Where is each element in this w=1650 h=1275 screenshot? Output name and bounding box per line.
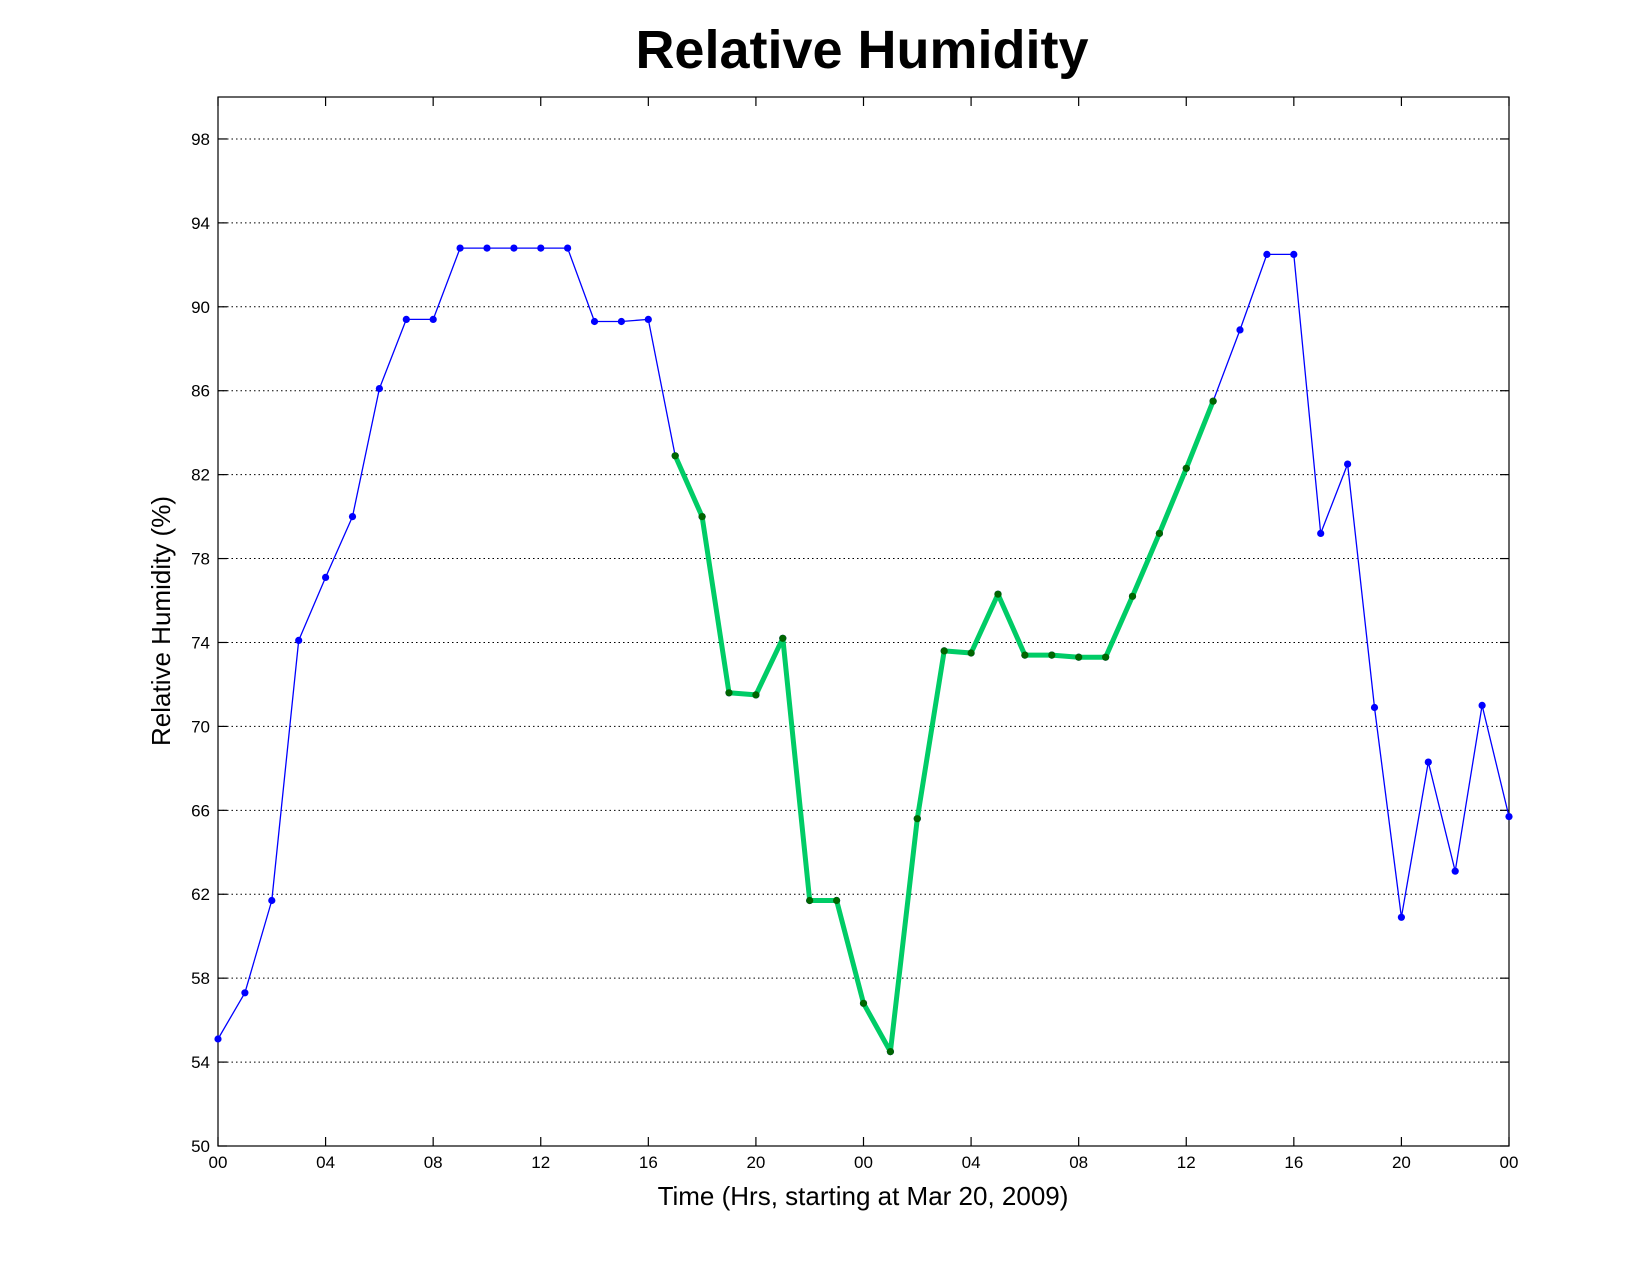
- data-point: [859, 999, 868, 1007]
- data-point: [1236, 326, 1244, 334]
- data-point: [1155, 529, 1163, 538]
- y-tick-label: 86: [191, 382, 210, 401]
- y-tick-label: 58: [191, 969, 210, 988]
- data-point: [456, 244, 464, 252]
- data-point: [644, 315, 652, 323]
- data-point: [671, 452, 679, 460]
- data-point: [752, 691, 760, 699]
- y-tick-label: 62: [191, 885, 210, 904]
- data-point: [375, 385, 383, 393]
- x-axis-label: Time (Hrs, starting at Mar 20, 2009): [658, 1181, 1069, 1211]
- data-point: [1424, 758, 1432, 766]
- y-tick-label: 82: [191, 466, 210, 485]
- data-point: [1505, 813, 1513, 821]
- data-point: [1397, 913, 1405, 921]
- data-point: [1370, 703, 1379, 712]
- series-1: [671, 397, 1217, 1056]
- data-point: [994, 590, 1002, 598]
- data-point: [1290, 250, 1298, 258]
- data-point: [1317, 529, 1325, 538]
- x-tick-label: 16: [1284, 1153, 1303, 1172]
- data-point: [806, 896, 814, 905]
- x-tick-label: 00: [1500, 1153, 1519, 1172]
- plot-area-frame: [217, 96, 1510, 1147]
- grid-lines: [218, 138, 1509, 1063]
- x-tick-label: 16: [639, 1153, 658, 1172]
- data-point: [429, 315, 437, 323]
- data-point: [1451, 867, 1459, 875]
- x-tick-label: 20: [1392, 1153, 1411, 1172]
- data-point: [402, 315, 410, 323]
- data-point: [1209, 397, 1217, 405]
- data-point: [617, 317, 626, 326]
- y-tick-label: 94: [191, 214, 210, 233]
- data-point: [537, 244, 545, 252]
- data-point: [1263, 250, 1271, 258]
- data-point: [1478, 701, 1486, 710]
- data-series: [214, 244, 1513, 1056]
- data-point: [1128, 592, 1137, 600]
- data-point: [1048, 651, 1056, 659]
- data-point: [510, 244, 518, 252]
- y-tick-label: 70: [191, 717, 210, 736]
- data-point: [1075, 653, 1083, 661]
- y-tick-label: 66: [191, 801, 210, 820]
- data-point: [1182, 464, 1190, 472]
- x-tick-label: 04: [962, 1153, 981, 1172]
- data-point: [940, 647, 948, 655]
- x-tick-label: 12: [1177, 1153, 1196, 1172]
- data-point: [483, 244, 491, 252]
- data-point: [1021, 651, 1029, 659]
- data-point: [268, 896, 276, 905]
- data-point: [725, 689, 733, 697]
- data-point: [295, 636, 303, 645]
- data-point: [779, 634, 787, 642]
- series-line: [217, 247, 1510, 1053]
- y-tick-label: 90: [191, 298, 210, 317]
- y-tick-label: 50: [191, 1137, 210, 1156]
- x-tick-label: 12: [531, 1153, 550, 1172]
- x-tick-label: 00: [854, 1153, 873, 1172]
- x-tick-label: 08: [424, 1153, 443, 1172]
- x-tick-labels: 00 04 08 12 16 20 00 04 08 12 16 20 00: [209, 1153, 1519, 1172]
- x-tick-label: 20: [746, 1153, 765, 1172]
- y-tick-label: 54: [191, 1053, 210, 1072]
- data-point: [967, 649, 975, 657]
- y-axis-label: Relative Humidity (%): [146, 496, 176, 746]
- data-point: [698, 513, 706, 521]
- data-point: [1102, 653, 1110, 661]
- data-point: [590, 317, 599, 326]
- x-tick-label: 00: [209, 1153, 228, 1172]
- data-point: [348, 513, 357, 521]
- x-tick-label: 08: [1069, 1153, 1088, 1172]
- data-point: [886, 1048, 895, 1056]
- chart-title: Relative Humidity: [635, 20, 1088, 80]
- data-point: [913, 815, 921, 823]
- data-point: [214, 1035, 222, 1043]
- data-point: [241, 989, 249, 997]
- axis-ticks: [217, 97, 1510, 1147]
- data-point: [833, 896, 841, 905]
- y-tick-label: 98: [191, 130, 210, 149]
- data-point: [322, 573, 330, 582]
- x-tick-label: 04: [316, 1153, 335, 1172]
- series-0: [214, 244, 1513, 1056]
- y-tick-label: 78: [191, 550, 210, 569]
- y-tick-labels: 50 54 58 62 66 70 74 78 82 86 90 94 98: [191, 130, 210, 1156]
- data-point: [564, 244, 572, 252]
- data-point: [1344, 460, 1352, 468]
- y-tick-label: 74: [191, 633, 210, 652]
